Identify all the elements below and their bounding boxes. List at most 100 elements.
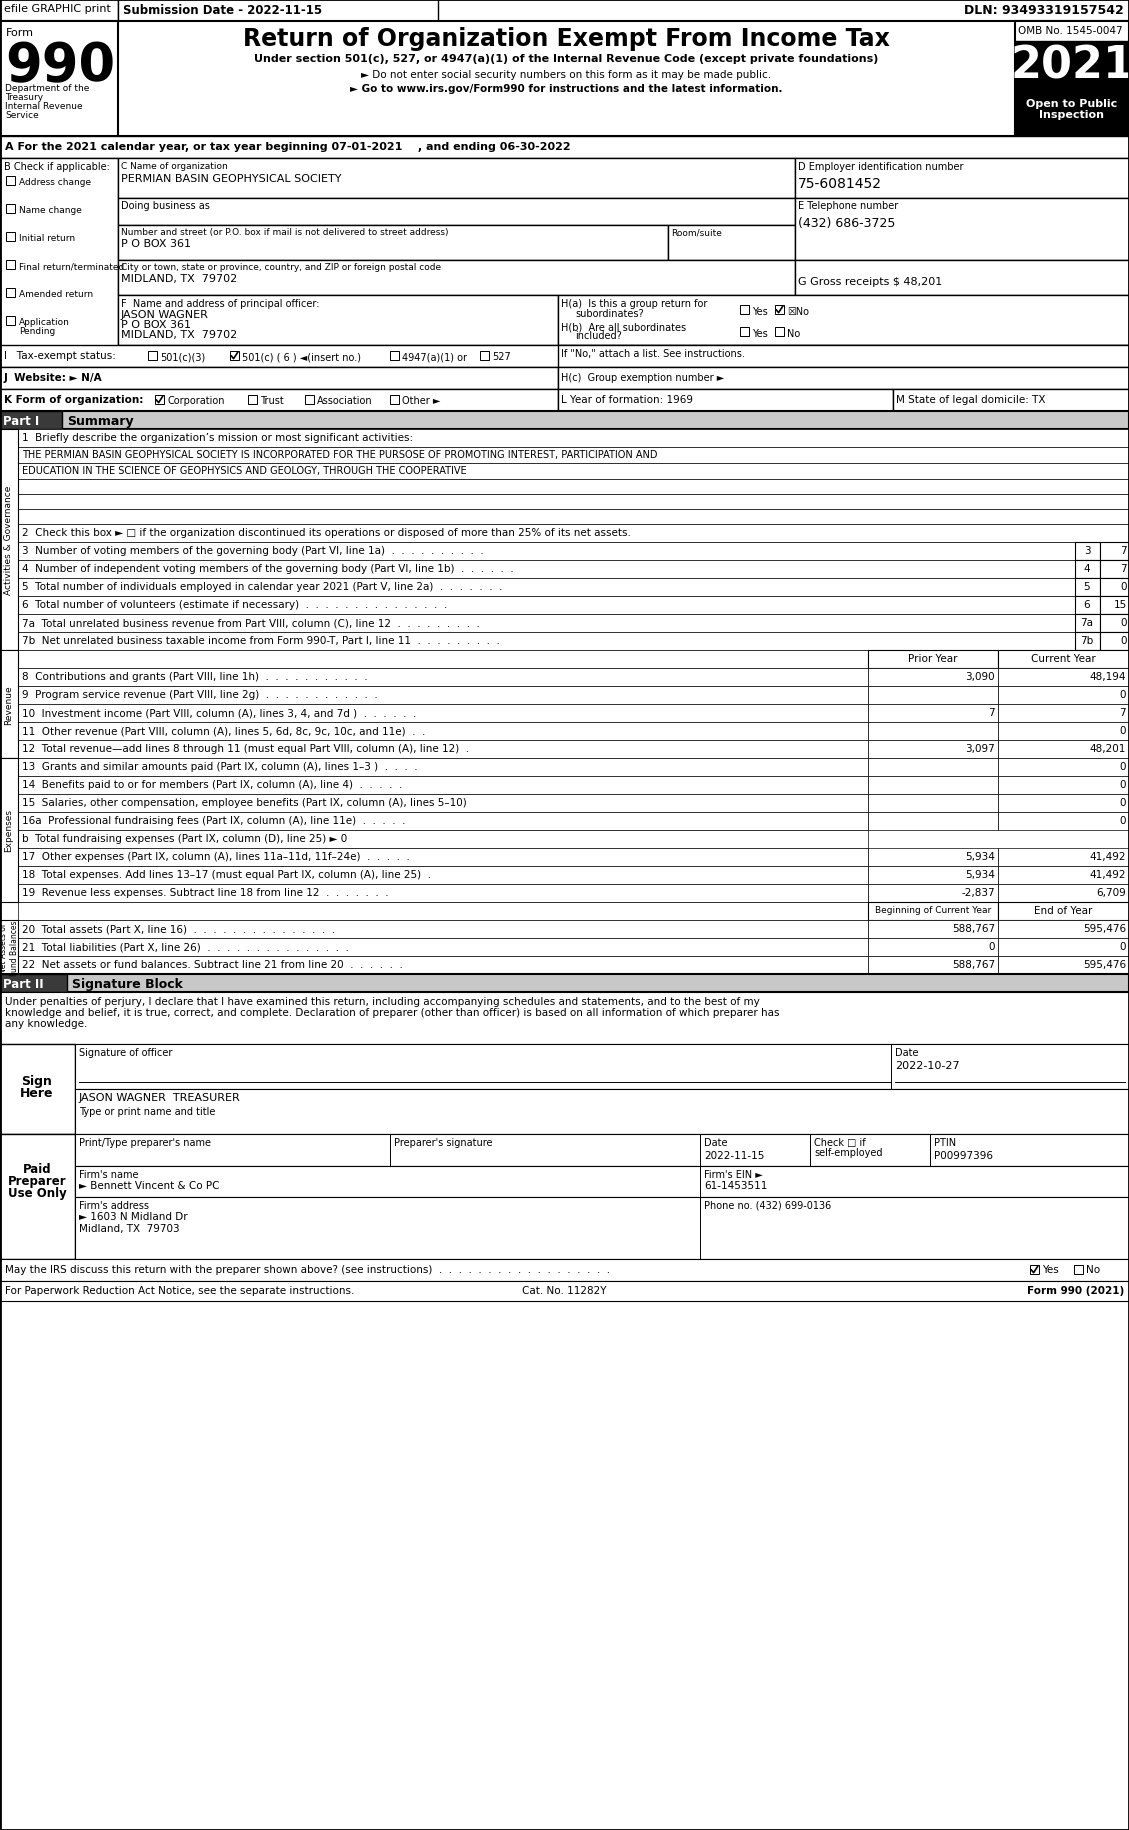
Text: Return of Organization Exempt From Income Tax: Return of Organization Exempt From Incom…: [243, 27, 890, 51]
Text: 2022-11-15: 2022-11-15: [704, 1151, 764, 1160]
Bar: [75, 1045, 1129, 1089]
Bar: [1100, 544, 1129, 560]
Bar: [795, 262, 1129, 296]
Bar: [1075, 615, 1100, 633]
Bar: [868, 794, 998, 813]
Bar: [18, 741, 868, 759]
Text: knowledge and belief, it is true, correct, and complete. Declaration of preparer: knowledge and belief, it is true, correc…: [5, 1008, 779, 1017]
Bar: [998, 884, 1129, 902]
Text: M State of legal domicile: TX: M State of legal domicile: TX: [896, 395, 1045, 404]
Text: 14  Benefits paid to or for members (Part IX, column (A), line 4)  .  .  .  .  .: 14 Benefits paid to or for members (Part…: [21, 780, 402, 789]
Bar: [18, 831, 868, 849]
Text: 61-1453511: 61-1453511: [704, 1180, 768, 1190]
Bar: [998, 794, 1129, 813]
Text: Revenue: Revenue: [5, 684, 14, 725]
Bar: [18, 494, 1129, 511]
Text: DLN: 93493319157542: DLN: 93493319157542: [964, 4, 1124, 16]
Bar: [868, 705, 998, 723]
Bar: [6, 289, 15, 298]
Text: 48,201: 48,201: [1089, 743, 1126, 754]
Bar: [1015, 97, 1129, 137]
Bar: [119, 0, 438, 22]
Bar: [75, 1135, 1129, 1166]
Bar: [1100, 633, 1129, 651]
Text: Signature Block: Signature Block: [72, 977, 183, 990]
Text: Firm's EIN ►: Firm's EIN ►: [704, 1169, 763, 1179]
Bar: [18, 920, 868, 939]
Text: Other ►: Other ►: [402, 395, 440, 406]
Text: EDUCATION IN THE SCIENCE OF GEOPHYSICS AND GEOLOGY, THROUGH THE COOPERATIVE: EDUCATION IN THE SCIENCE OF GEOPHYSICS A…: [21, 467, 466, 476]
Text: 13  Grants and similar amounts paid (Part IX, column (A), lines 1–3 )  .  .  .  : 13 Grants and similar amounts paid (Part…: [21, 761, 418, 772]
Text: 17  Other expenses (Part IX, column (A), lines 11a–11d, 11f–24e)  .  .  .  .  .: 17 Other expenses (Part IX, column (A), …: [21, 851, 410, 862]
Text: 7: 7: [988, 708, 995, 717]
Bar: [0, 651, 18, 759]
Text: 6  Total number of volunteers (estimate if necessary)  .  .  .  .  .  .  .  .  .: 6 Total number of volunteers (estimate i…: [21, 600, 447, 609]
Text: ☒No: ☒No: [787, 307, 809, 317]
Bar: [739, 306, 749, 315]
Text: Number and street (or P.O. box if mail is not delivered to street address): Number and street (or P.O. box if mail i…: [121, 229, 448, 236]
Bar: [0, 0, 1129, 22]
Bar: [0, 1135, 75, 1259]
Bar: [558, 368, 1129, 390]
Bar: [18, 867, 868, 884]
Text: For Paperwork Reduction Act Notice, see the separate instructions.: For Paperwork Reduction Act Notice, see …: [5, 1285, 355, 1296]
Bar: [119, 296, 558, 346]
Bar: [0, 22, 1129, 137]
Bar: [0, 992, 1129, 1045]
Bar: [18, 511, 1129, 525]
Text: 48,194: 48,194: [1089, 672, 1126, 681]
Text: Sign: Sign: [21, 1074, 52, 1087]
Text: 0: 0: [1120, 941, 1126, 952]
Bar: [868, 867, 998, 884]
Text: 527: 527: [492, 351, 510, 362]
Text: C Name of organization: C Name of organization: [121, 161, 228, 170]
Bar: [18, 794, 868, 813]
Text: JASON WAGNER: JASON WAGNER: [121, 309, 209, 320]
Text: 6: 6: [1084, 600, 1091, 609]
Text: Initial return: Initial return: [19, 234, 76, 243]
Bar: [248, 395, 257, 404]
Bar: [6, 262, 15, 269]
Text: Inspection: Inspection: [1040, 110, 1104, 121]
Text: Application: Application: [19, 318, 70, 328]
Text: Treasury: Treasury: [5, 93, 43, 102]
Text: any knowledge.: any knowledge.: [5, 1019, 87, 1028]
Text: 4947(a)(1) or: 4947(a)(1) or: [402, 351, 467, 362]
Text: Service: Service: [5, 112, 38, 121]
Text: efile GRAPHIC print: efile GRAPHIC print: [5, 4, 111, 15]
Bar: [998, 741, 1129, 759]
Text: Address change: Address change: [19, 178, 91, 187]
Bar: [998, 723, 1129, 741]
Text: Yes: Yes: [752, 307, 768, 317]
Text: JASON WAGNER  TREASURER: JASON WAGNER TREASURER: [79, 1093, 240, 1102]
Bar: [998, 776, 1129, 794]
Bar: [18, 686, 868, 705]
Text: Name change: Name change: [19, 207, 82, 214]
Text: 6,709: 6,709: [1096, 888, 1126, 897]
Bar: [18, 705, 868, 723]
Bar: [558, 346, 1129, 368]
Bar: [0, 22, 119, 137]
Bar: [1100, 597, 1129, 615]
Text: Internal Revenue: Internal Revenue: [5, 102, 82, 112]
Text: B Check if applicable:: B Check if applicable:: [5, 161, 110, 172]
Text: 501(c)(3): 501(c)(3): [160, 351, 205, 362]
Bar: [1100, 560, 1129, 578]
Bar: [18, 479, 1129, 494]
Text: Date: Date: [895, 1047, 919, 1058]
Bar: [1075, 633, 1100, 651]
Text: Yes: Yes: [1042, 1265, 1059, 1274]
Text: 2022-10-27: 2022-10-27: [895, 1060, 960, 1071]
Bar: [18, 759, 868, 776]
Bar: [18, 448, 1129, 463]
Bar: [18, 560, 1075, 578]
Text: Part I: Part I: [3, 415, 40, 428]
Bar: [6, 317, 15, 326]
Text: Midland, TX  79703: Midland, TX 79703: [79, 1222, 180, 1233]
Text: G Gross receipts $ 48,201: G Gross receipts $ 48,201: [798, 276, 943, 287]
Text: 0: 0: [1120, 635, 1127, 646]
Bar: [0, 159, 119, 348]
Text: H(a)  Is this a group return for: H(a) Is this a group return for: [561, 298, 708, 309]
Bar: [893, 390, 1129, 412]
Text: Use Only: Use Only: [8, 1186, 67, 1199]
